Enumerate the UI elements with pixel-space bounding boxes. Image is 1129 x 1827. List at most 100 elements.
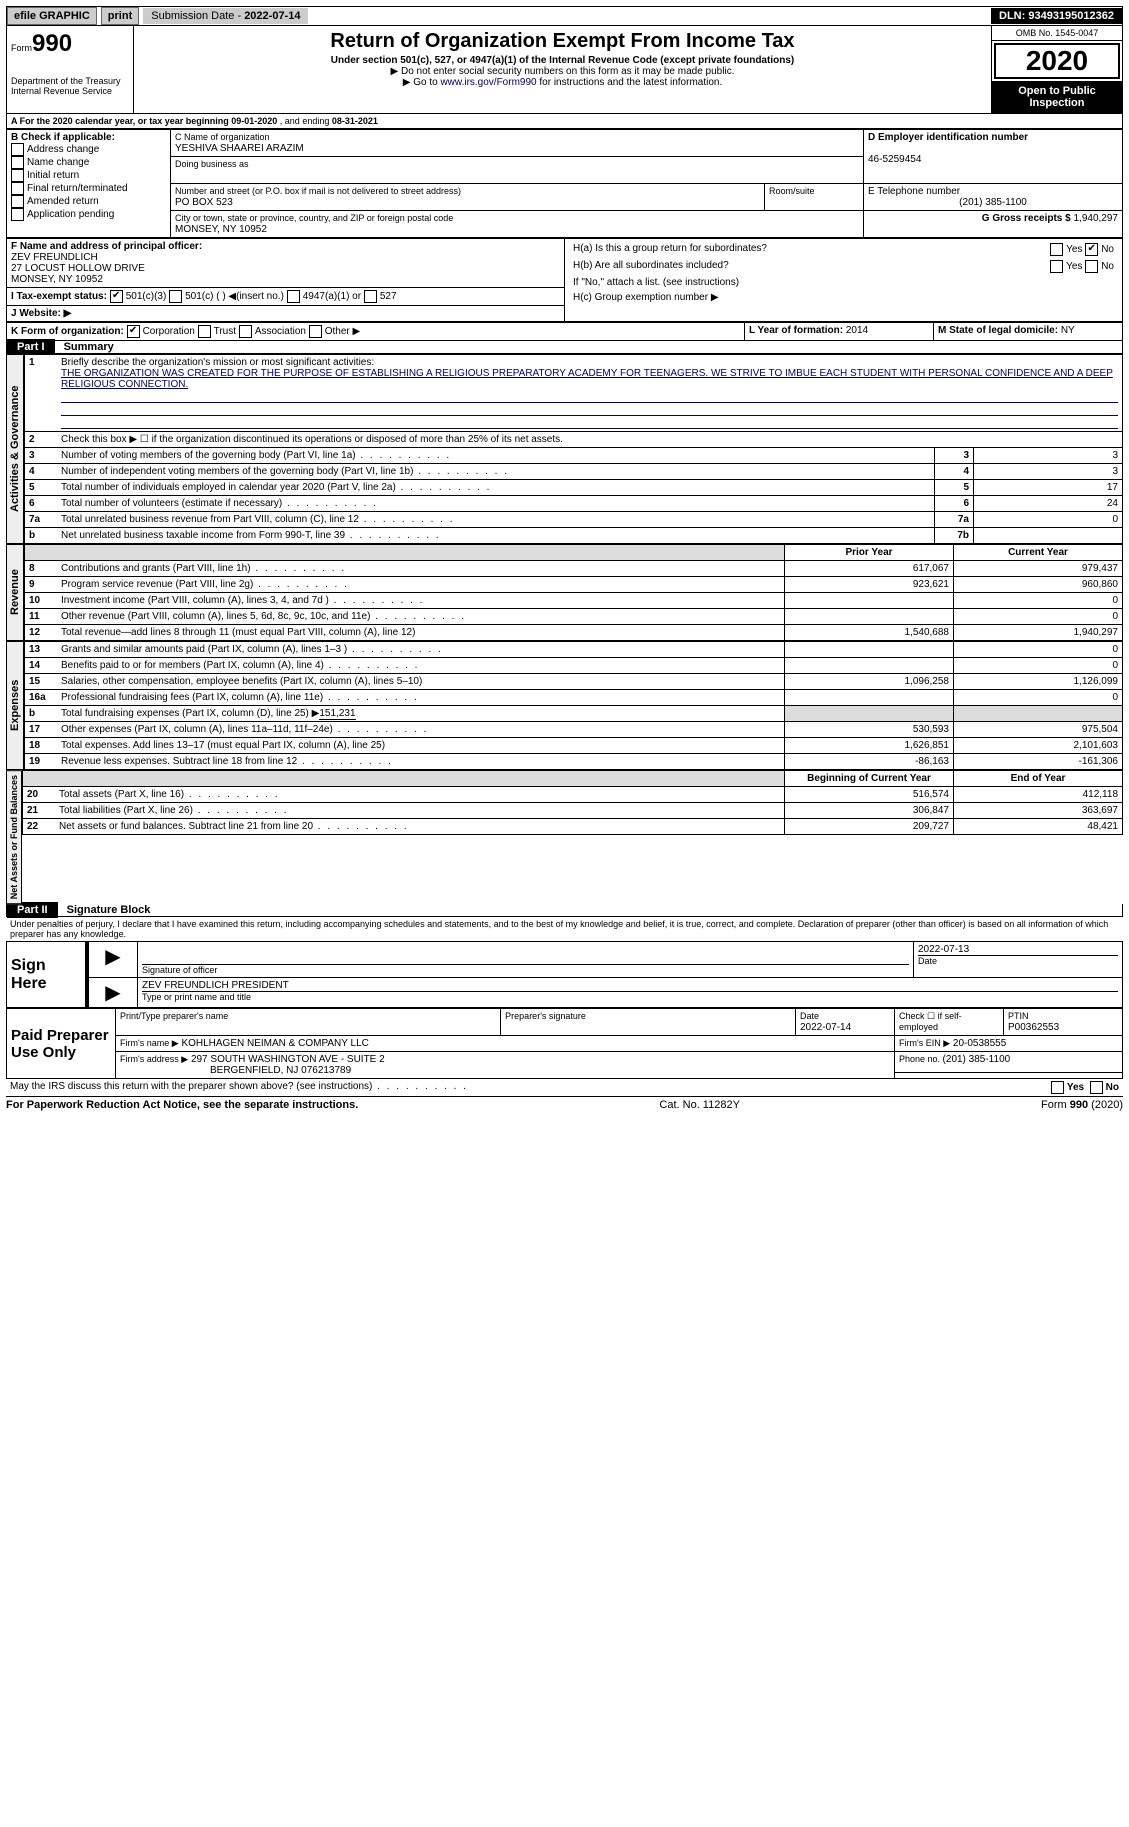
- cb-other[interactable]: [309, 325, 322, 338]
- ein-label: D Employer identification number: [868, 132, 1028, 143]
- cb-527[interactable]: [364, 290, 377, 303]
- checkbox-initial-return[interactable]: [11, 169, 24, 182]
- phone-value: (201) 385-1100: [868, 197, 1118, 208]
- line19-current: -161,306: [954, 754, 1123, 770]
- line22-end: 48,421: [954, 819, 1123, 835]
- line21-label: Total liabilities (Part X, line 26): [59, 805, 289, 816]
- footer-block: May the IRS discuss this return with the…: [6, 1079, 1123, 1096]
- cb-corp[interactable]: [127, 325, 140, 338]
- cb-trust[interactable]: [198, 325, 211, 338]
- line20-label: Total assets (Part X, line 16): [59, 789, 280, 800]
- line12-prior: 1,540,688: [785, 625, 954, 641]
- form-number: 990: [32, 30, 72, 57]
- year-formation-label: L Year of formation:: [749, 325, 846, 336]
- line9-label: Program service revenue (Part VIII, line…: [61, 579, 349, 590]
- line4-value: 3: [974, 464, 1123, 480]
- line22-label: Net assets or fund balances. Subtract li…: [59, 821, 409, 832]
- print-button[interactable]: print: [101, 7, 139, 25]
- signer-name: ZEV FREUNDLICH PRESIDENT: [142, 980, 1118, 991]
- irs-link[interactable]: www.irs.gov/Form990: [440, 77, 536, 88]
- sidebar-activities: Activities & Governance: [6, 354, 24, 544]
- gross-value: 1,940,297: [1074, 213, 1119, 224]
- checkbox-name-change[interactable]: [11, 156, 24, 169]
- part1-title: Summary: [64, 341, 114, 353]
- sign-here-block: Sign Here ▶ Signature of officer 2022-07…: [6, 941, 1123, 1008]
- checkbox-application[interactable]: [11, 208, 24, 221]
- sidebar-net-assets: Net Assets or Fund Balances: [6, 770, 22, 904]
- line1-label: Briefly describe the organization's miss…: [61, 357, 374, 368]
- line20-end: 412,118: [954, 787, 1123, 803]
- line18-prior: 1,626,851: [785, 738, 954, 754]
- sig-date-label: Date: [918, 955, 1118, 966]
- officer-block: F Name and address of principal officer:…: [6, 238, 1123, 322]
- goto-note: ▶ Go to www.irs.gov/Form990 for instruct…: [136, 77, 989, 88]
- cb-501c3[interactable]: [110, 290, 123, 303]
- line12-current: 1,940,297: [954, 625, 1123, 641]
- ha-yes[interactable]: [1050, 243, 1063, 256]
- prior-year-header: Prior Year: [845, 547, 892, 558]
- line15-prior: 1,096,258: [785, 674, 954, 690]
- omb-number: OMB No. 1545-0047: [992, 26, 1122, 41]
- firm-addr-label: Firm's address ▶: [120, 1054, 188, 1064]
- line11-prior: [785, 609, 954, 625]
- dept-treasury: Department of the Treasury: [11, 76, 129, 86]
- line8-current: 979,437: [954, 561, 1123, 577]
- line17-label: Other expenses (Part IX, column (A), lin…: [61, 724, 428, 735]
- line14-prior: [785, 658, 954, 674]
- checkbox-final-return[interactable]: [11, 182, 24, 195]
- phone-label: E Telephone number: [868, 186, 960, 197]
- line22-begin: 209,727: [785, 819, 954, 835]
- line13-current: 0: [954, 642, 1123, 658]
- cb-4947[interactable]: [287, 290, 300, 303]
- checkbox-address-change[interactable]: [11, 143, 24, 156]
- line7b-label: Net unrelated business taxable income fr…: [61, 530, 441, 541]
- line14-current: 0: [954, 658, 1123, 674]
- sign-arrow-icon: ▶: [87, 942, 138, 978]
- firm-ein: 20-0538555: [953, 1038, 1006, 1049]
- ha-no[interactable]: [1085, 243, 1098, 256]
- line8-label: Contributions and grants (Part VIII, lin…: [61, 563, 346, 574]
- preparer-name-label: Print/Type preparer's name: [120, 1011, 228, 1021]
- end-header: End of Year: [1011, 773, 1066, 784]
- opt-initial-return: Initial return: [27, 170, 79, 181]
- line18-label: Total expenses. Add lines 13–17 (must eq…: [61, 740, 385, 751]
- sig-label: Signature of officer: [142, 964, 909, 975]
- discuss-yes[interactable]: [1051, 1081, 1064, 1094]
- form-word: Form: [11, 43, 32, 53]
- part2-label: Part II: [7, 902, 58, 918]
- line10-current: 0: [954, 593, 1123, 609]
- hb-yes[interactable]: [1050, 260, 1063, 273]
- form-title: Return of Organization Exempt From Incom…: [136, 30, 989, 53]
- cb-assoc[interactable]: [239, 325, 252, 338]
- discuss-no[interactable]: [1090, 1081, 1103, 1094]
- current-year-header: Current Year: [1008, 547, 1068, 558]
- year-formation: 2014: [846, 325, 868, 336]
- city-label: City or town, state or province, country…: [175, 213, 453, 223]
- officer-addr1: 27 LOCUST HOLLOW DRIVE: [11, 263, 145, 274]
- line9-prior: 923,621: [785, 577, 954, 593]
- paid-preparer-block: Paid Preparer Use Only Print/Type prepar…: [6, 1008, 1123, 1079]
- line17-current: 975,504: [954, 722, 1123, 738]
- firm-name-label: Firm's name ▶: [120, 1038, 179, 1048]
- preparer-sig-label: Preparer's signature: [505, 1011, 586, 1021]
- signer-name-label: Type or print name and title: [142, 991, 1118, 1002]
- submission-date: Submission Date - 2022-07-14: [143, 8, 308, 24]
- line16b-value: 151,231: [319, 708, 355, 720]
- self-employed-label: Check ☐ if self-employed: [895, 1009, 1004, 1036]
- hb-no[interactable]: [1085, 260, 1098, 273]
- klm-block: K Form of organization: Corporation Trus…: [6, 322, 1123, 341]
- open-inspection: Open to Public Inspection: [992, 81, 1122, 113]
- line9-current: 960,860: [954, 577, 1123, 593]
- cb-501c[interactable]: [169, 290, 182, 303]
- ein-value: 46-5259454: [868, 154, 921, 165]
- line16a-label: Professional fundraising fees (Part IX, …: [61, 692, 419, 703]
- top-bar: efile GRAPHIC print Submission Date - 20…: [6, 6, 1123, 26]
- dln: DLN: 93493195012362: [991, 8, 1122, 24]
- line6-label: Total number of volunteers (estimate if …: [61, 498, 378, 509]
- checkbox-amended[interactable]: [11, 195, 24, 208]
- beginning-header: Beginning of Current Year: [807, 773, 931, 784]
- cat-no: Cat. No. 11282Y: [659, 1099, 740, 1111]
- officer-addr2: MONSEY, NY 10952: [11, 274, 103, 285]
- hc-label: H(c) Group exemption number ▶: [569, 290, 1118, 305]
- firm-addr2: BERGENFIELD, NJ 076213789: [210, 1065, 351, 1076]
